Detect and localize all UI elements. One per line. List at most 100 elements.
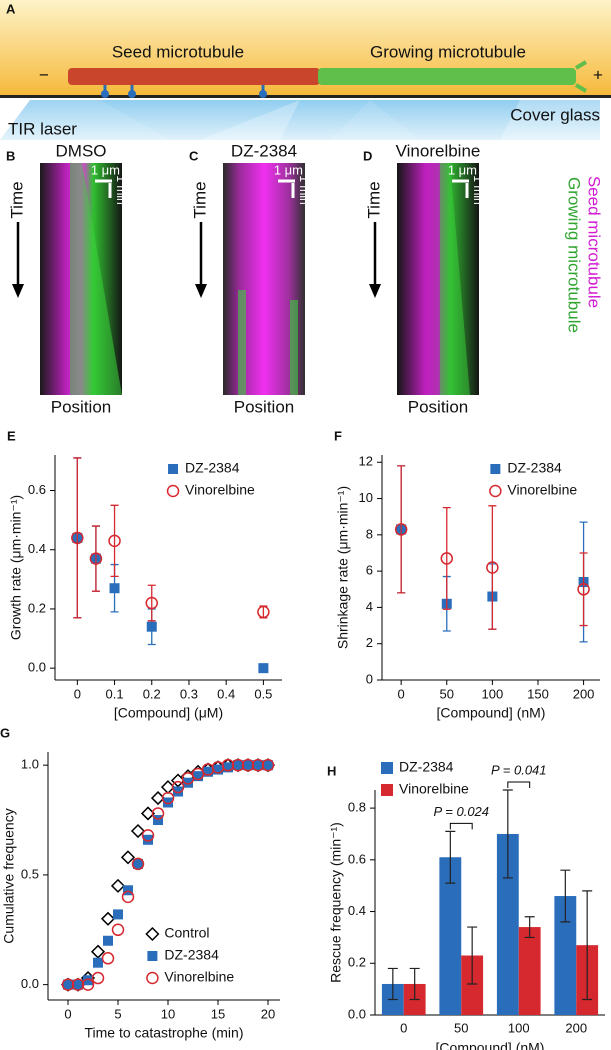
- scale-t-label: 1 min: [297, 175, 311, 204]
- marker: [233, 760, 243, 771]
- x-tick-label: 10: [161, 1006, 175, 1021]
- x-tick-label: 0: [400, 1020, 407, 1035]
- marker: [171, 780, 185, 794]
- marker: [221, 758, 235, 772]
- panel-label: D: [363, 148, 372, 163]
- error-bar: [502, 789, 513, 879]
- marker: [108, 534, 121, 548]
- time-label: Time: [190, 181, 209, 218]
- marker: [243, 760, 253, 771]
- panel-label: H: [327, 763, 336, 778]
- marker: [231, 758, 245, 772]
- marker: [100, 911, 116, 926]
- marker: [89, 552, 103, 565]
- legend-swatch: [168, 464, 179, 474]
- marker: [61, 978, 75, 991]
- marker: [263, 760, 273, 771]
- marker: [163, 797, 173, 808]
- marker: [153, 815, 163, 826]
- marker: [123, 885, 133, 896]
- x-tick-label: 0.1: [106, 686, 124, 701]
- p-value: P = 0.024: [433, 804, 489, 819]
- position-label: Position: [51, 397, 111, 416]
- marker: [251, 758, 265, 772]
- bar: [461, 955, 484, 1015]
- x-axis-label: [Compound] (nM): [436, 1040, 545, 1050]
- error-bar: [73, 457, 82, 619]
- time-label: Time: [364, 181, 383, 218]
- marker: [261, 758, 275, 772]
- kymograph-title: DZ-2384: [231, 141, 297, 160]
- marker: [486, 561, 499, 574]
- y-tick-label: 8: [366, 526, 373, 541]
- legend-swatch: [381, 784, 393, 796]
- panel-a: A − + Seed microtubule Growing microtubu…: [0, 0, 611, 140]
- y-tick-label: 0.2: [28, 600, 46, 615]
- marker: [193, 771, 203, 782]
- marker: [577, 583, 590, 596]
- legend-label: Vinorelbine: [185, 482, 255, 498]
- scale-x-label: 1 μm: [91, 162, 120, 177]
- p-value: P = 0.041: [491, 762, 547, 777]
- x-tick-label: 0: [398, 686, 405, 701]
- error-bar: [560, 869, 571, 923]
- kymographs: [40, 163, 479, 395]
- bar: [518, 927, 541, 1015]
- legend-label: DZ-2384: [507, 460, 562, 476]
- anchor: [128, 90, 136, 98]
- marker: [241, 758, 255, 772]
- marker: [161, 791, 175, 805]
- legend-swatch: [145, 926, 160, 942]
- y-tick-label: 0.0: [28, 660, 46, 675]
- scale-t-label: 1 min: [114, 175, 128, 204]
- marker: [213, 764, 223, 775]
- y-tick-label: 0.4: [28, 541, 46, 556]
- kymograph-title: DMSO: [56, 141, 107, 160]
- growing-microtubule: [318, 68, 576, 85]
- legend-swatch: [489, 484, 502, 498]
- y-tick-label: 0.0: [21, 976, 39, 991]
- marker: [90, 944, 106, 959]
- marker: [258, 663, 269, 674]
- marker: [93, 957, 103, 968]
- scale-x-label: 1 μm: [448, 162, 477, 177]
- growing-label: Growing microtubule: [370, 42, 526, 61]
- x-tick-label: 0: [64, 1006, 71, 1021]
- x-axis-label: Time to catastrophe (min): [85, 1025, 244, 1041]
- seed-legend: Seed microtubule: [585, 176, 604, 308]
- error-bar: [579, 552, 588, 627]
- glass-surface: [0, 95, 611, 98]
- y-tick-label: 0: [366, 671, 373, 686]
- legend-label: DZ-2384: [399, 759, 454, 775]
- marker: [111, 923, 125, 937]
- error-bar: [582, 890, 593, 1001]
- time-label: Time: [7, 181, 26, 218]
- error-bar: [467, 926, 478, 985]
- marker: [71, 978, 85, 991]
- y-tick-label: 6: [366, 563, 373, 578]
- chart: G 0.0 0.5 1.0 Cumulative frequency Time to ca…: [0, 725, 280, 1041]
- legend-label: Control: [164, 925, 209, 941]
- marker: [110, 878, 126, 893]
- x-axis-label: [Compound] (nM): [437, 705, 546, 721]
- marker: [394, 523, 408, 536]
- charts: E 0.0 0.2 0.4 0.6 Growth rate (μm·min⁻¹) [Comp…: [0, 428, 605, 1050]
- time-arrowhead: [12, 284, 24, 298]
- scale-x-label: 1 μm: [274, 162, 303, 177]
- legend-label: Vinorelbine: [399, 781, 469, 797]
- marker: [73, 979, 83, 990]
- x-tick-label: 20: [261, 1006, 275, 1021]
- marker: [121, 890, 135, 904]
- x-tick-label: 100: [482, 686, 504, 701]
- y-tick-label: 10: [359, 490, 373, 505]
- seed-label: Seed microtubule: [112, 42, 244, 61]
- growth-wedge: [70, 163, 122, 395]
- error-bar: [488, 505, 497, 630]
- x-tick-label: 15: [211, 1006, 225, 1021]
- x-tick-label: 0.2: [143, 686, 161, 701]
- error-bar: [397, 465, 406, 594]
- error-bar: [110, 504, 119, 578]
- marker: [120, 850, 136, 865]
- x-tick-label: 0.5: [254, 686, 272, 701]
- legend-label: DZ-2384: [164, 947, 219, 963]
